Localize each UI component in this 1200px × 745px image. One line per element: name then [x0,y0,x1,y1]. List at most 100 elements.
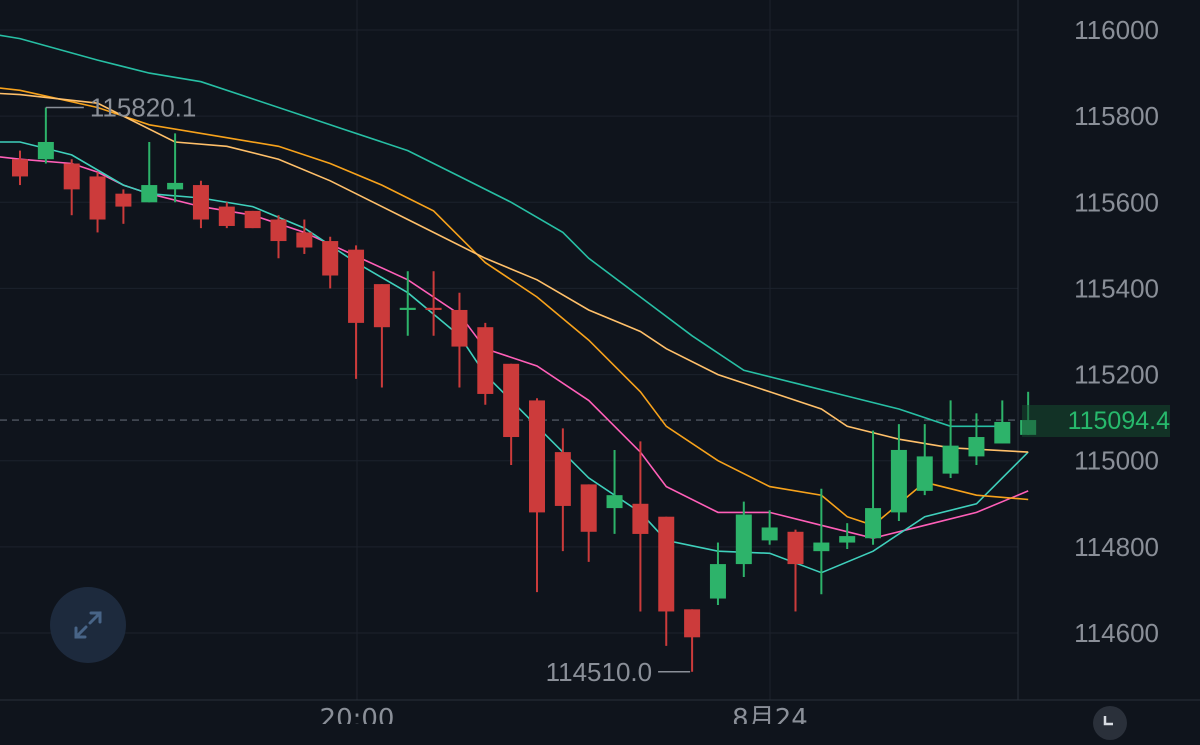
expand-arrows-icon [74,611,102,639]
candle-body [709,564,726,599]
y-tick-label: 115800 [1074,101,1159,131]
candle [735,501,752,578]
candle-body [787,531,804,565]
candle-body [761,527,778,541]
candle-body [348,249,365,323]
candle [994,400,1011,444]
candle-body [322,241,339,276]
candle [916,424,933,496]
candle-body [580,484,597,532]
candle-body [12,159,28,177]
candle [658,516,675,646]
candle [244,210,261,229]
y-tick-label: 115200 [1074,360,1159,390]
candle-body [425,307,442,310]
candle-body [684,609,701,638]
candle-body [606,495,623,509]
candle-body [244,210,261,229]
x-tick-label: 20:00 [320,704,395,724]
candlestick-chart[interactable]: 116000 115800 115600 115400 115200 115000 1148… [0,0,1200,724]
candle-body [865,508,882,539]
y-tick-label: 114600 [1074,618,1159,648]
candle [839,523,856,550]
candle [141,141,158,203]
candle [787,529,804,612]
candle [942,400,959,478]
candle [632,441,649,612]
moving-average-line-5 [0,34,1003,428]
candle-body [839,536,856,543]
candle-body [942,445,959,474]
collapse-icon [1103,716,1113,726]
candle-body [373,284,390,328]
collapse-button[interactable] [1093,706,1127,740]
candle [503,363,520,466]
candle-body [632,503,649,534]
candle-body [167,182,184,190]
candle [580,484,597,562]
y-tick-label: 116000 [1074,15,1159,45]
candle [12,150,28,186]
x-tick-label: 8月24 [732,704,808,724]
candle-body [63,163,80,190]
candle [167,133,184,203]
candle-body [115,193,132,207]
candle-body [968,437,985,457]
candle-body [399,307,416,310]
candle [322,236,339,289]
candle-body [296,232,313,248]
candle [968,413,985,466]
y-tick-label: 115000 [1074,446,1159,476]
candle [89,172,106,233]
candle [865,430,882,545]
candle [761,510,778,545]
moving-average-line-3 [0,87,1029,527]
moving-average-line-4 [0,92,1029,453]
last-price-label: 115094.4 [1022,405,1170,437]
y-tick-label: 115600 [1074,187,1159,217]
candle-body [994,421,1011,444]
candle [37,107,54,164]
candle [451,292,468,388]
candle [218,202,235,229]
price-annotations: 115820.1 114510.0 [45,92,691,687]
y-tick-label: 114800 [1074,532,1159,562]
candle [529,398,545,593]
candle [684,609,701,672]
candle-body [813,542,830,552]
candle [63,159,80,216]
candle-body [141,185,158,203]
expand-button[interactable] [50,587,126,663]
candle [709,542,726,606]
candle [270,215,287,259]
candle [399,271,416,336]
candle-body [270,219,287,242]
candle-body [192,185,209,220]
candle [373,284,390,388]
candle-body [218,206,235,226]
candle [296,219,313,254]
candle-body [37,141,54,160]
candle-body [916,456,933,491]
candle-body [503,363,520,438]
high-price-label: 115820.1 [90,92,197,122]
candle-body [477,327,494,394]
x-axis-ticks: 20:00 8月24 [320,704,808,724]
candle [890,424,907,522]
y-axis-ticks: 116000 115800 115600 115400 115200 115000 1148… [1074,15,1159,648]
candle [813,488,830,595]
candle [477,322,494,405]
candle [554,428,571,552]
low-price-label: 114510.0 [546,657,653,687]
candle [606,449,623,534]
candle-body [89,176,106,220]
candle-body [529,400,545,513]
candle-body [658,516,675,612]
candle [192,180,209,229]
candle-body [735,514,752,565]
candle [348,245,365,379]
y-tick-label: 115400 [1074,273,1159,303]
candle [425,271,442,336]
candles [12,107,1037,672]
candle-body [554,452,571,506]
